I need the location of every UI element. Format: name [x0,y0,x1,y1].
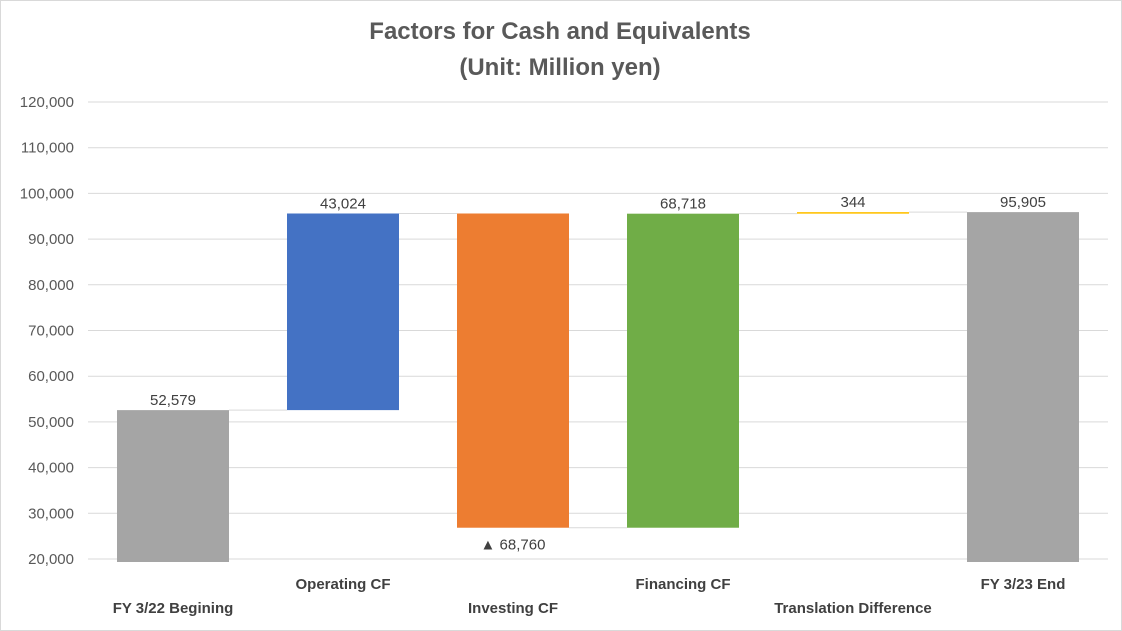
y-tick-label: 100,000 [20,185,74,202]
category-label: Financing CF [636,576,731,593]
y-axis-ticks: 20,000 30,000 40,000 50,000 60,000 70,000 80,0… [20,94,74,568]
bar-increase [797,212,909,214]
category-label: Translation Difference [774,600,932,617]
chart-title-block: Factors for Cash and Equivalents (Unit: … [0,14,1120,86]
data-label: 68,718 [660,196,706,213]
data-label: 43,024 [320,195,366,212]
y-tick-label: 90,000 [28,231,74,248]
gridlines [88,101,1108,560]
y-tick-label: 20,000 [28,551,74,568]
bars [117,212,1079,563]
y-tick-label: 40,000 [28,460,74,477]
bar-total [117,410,229,562]
y-tick-label: 30,000 [28,505,74,522]
category-label: Operating CF [295,576,390,593]
bar-total [967,212,1079,563]
bar-increase [287,213,399,411]
data-label: 344 [840,194,865,211]
bar-increase [627,213,739,528]
y-tick-label: 80,000 [28,277,74,294]
y-tick-label: 70,000 [28,323,74,340]
data-labels: 52,579 43,024 ▲ 68,760 68,718 344 95,905 [150,194,1046,554]
y-tick-label: 50,000 [28,414,74,431]
chart-title: Factors for Cash and Equivalents [369,18,751,45]
chart-subtitle: (Unit: Million yen) [459,54,661,81]
data-label: 95,905 [1000,194,1046,211]
category-label: FY 3/22 Begining [113,600,234,617]
category-label: Investing CF [468,600,558,617]
data-label: 52,579 [150,392,196,409]
y-tick-label: 120,000 [20,94,74,111]
category-labels: FY 3/22 Begining Operating CF Investing CF… [113,576,1066,617]
category-label: FY 3/23 End [981,576,1066,593]
y-tick-label: 60,000 [28,368,74,385]
data-label: ▲ 68,760 [481,537,546,554]
bar-decrease [457,213,569,528]
connector-lines [229,211,967,529]
y-tick-label: 110,000 [21,140,74,157]
